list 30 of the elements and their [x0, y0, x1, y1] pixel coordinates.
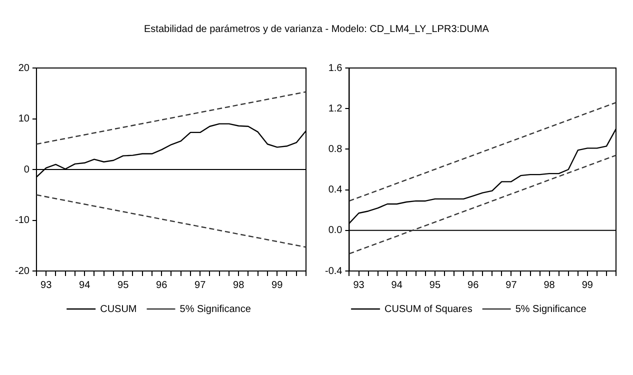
legend-label: CUSUM [100, 304, 137, 315]
x-tick-label: 93 [40, 280, 52, 291]
legend-label: 5% Significance [180, 304, 252, 315]
x-tick-label: 94 [391, 280, 403, 291]
x-tick-label: 97 [506, 280, 518, 291]
y-tick-label: -20 [15, 266, 30, 277]
x-tick-label: 96 [156, 280, 168, 291]
y-tick-label: 0.0 [328, 225, 343, 236]
x-tick-label: 97 [194, 280, 206, 291]
x-tick-label: 95 [429, 280, 441, 291]
x-tick-label: 99 [582, 280, 594, 291]
x-tick-label: 94 [79, 280, 91, 291]
x-tick-label: 93 [353, 280, 365, 291]
y-tick-label: 0 [24, 164, 30, 176]
legend-label: 5% Significance [515, 304, 587, 315]
y-tick-label: -0.4 [324, 266, 343, 277]
chart-title: Estabilidad de parámetros y de varianza - Modelo: CD_LM4_LY_LPR3:DUMA [143, 24, 490, 35]
x-tick-label: 98 [233, 280, 245, 291]
x-tick-label: 98 [544, 280, 556, 291]
legend-label: CUSUM of Squares [384, 304, 472, 315]
x-tick-label: 95 [118, 280, 130, 291]
y-tick-label: 0.8 [328, 144, 343, 155]
y-tick-label: 1.6 [328, 62, 343, 74]
y-tick-label: -10 [15, 215, 30, 226]
y-tick-label: 1.2 [328, 103, 343, 114]
y-tick-label: 20 [18, 62, 30, 74]
y-tick-label: 0.4 [328, 184, 343, 196]
x-tick-label: 96 [468, 280, 480, 291]
y-tick-label: 10 [18, 114, 30, 124]
x-tick-label: 99 [272, 280, 284, 291]
